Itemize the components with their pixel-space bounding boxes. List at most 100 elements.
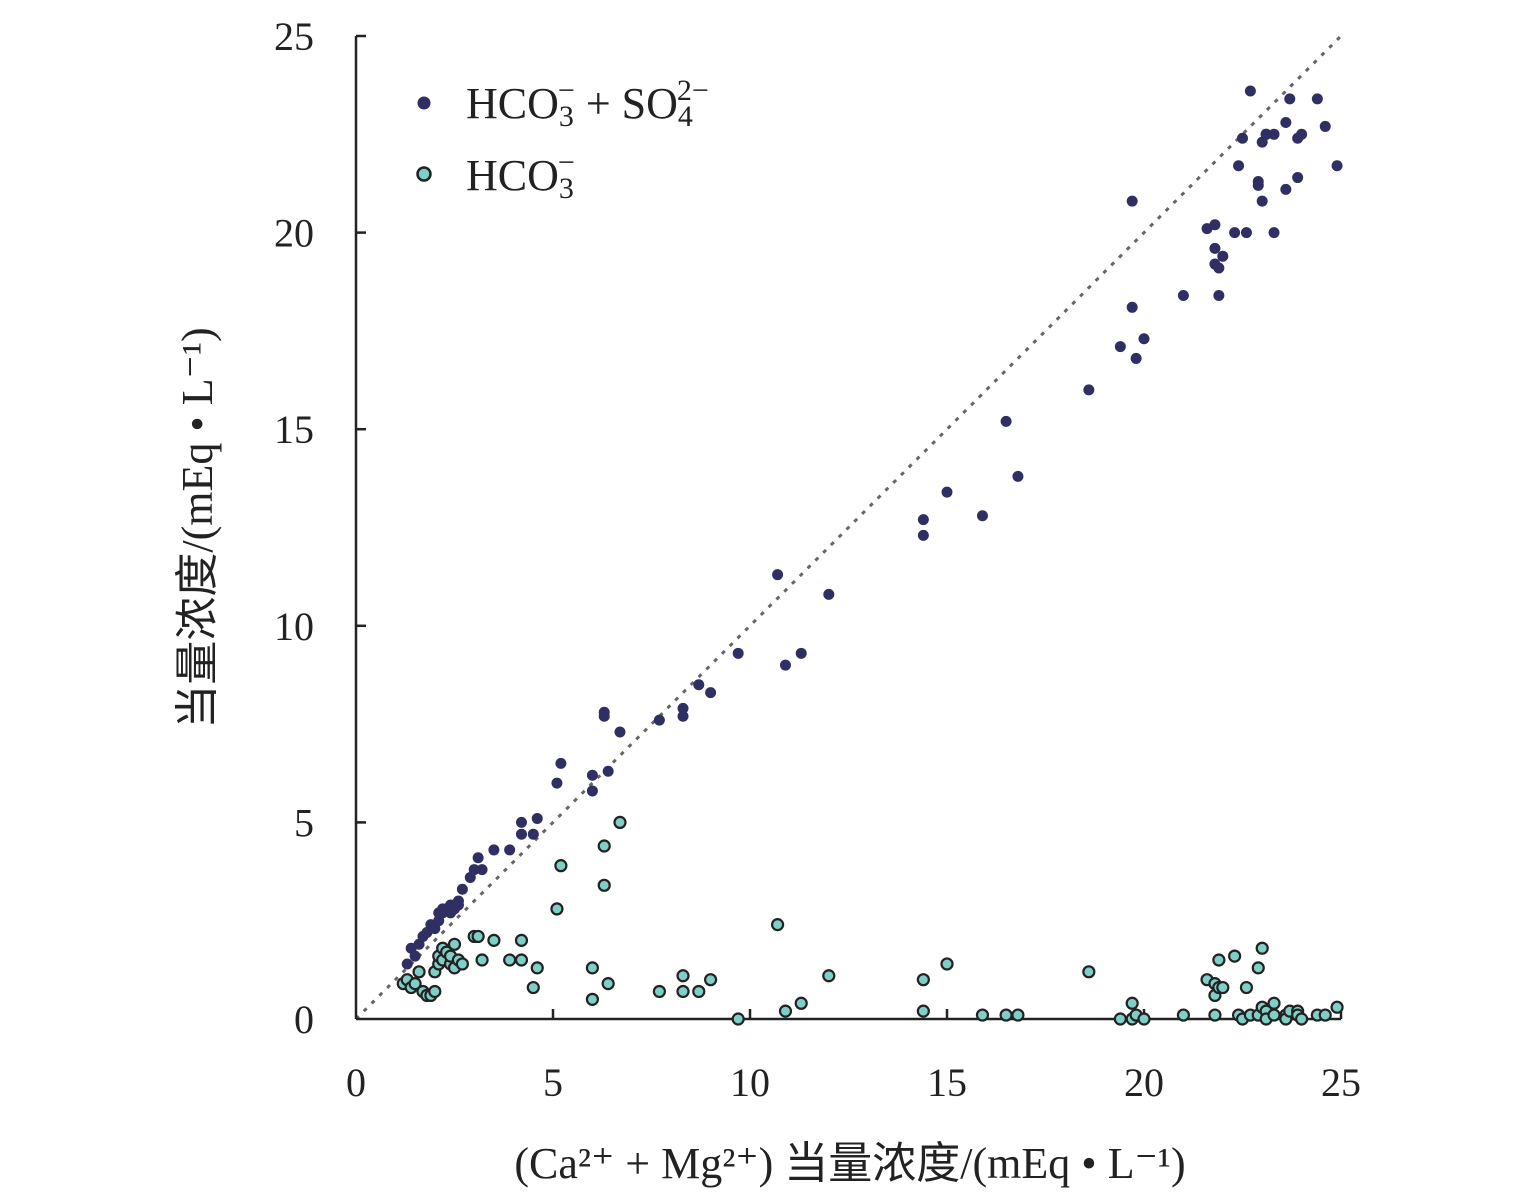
x-tick-label: 15 [927,1060,967,1105]
point-hco3 [447,937,462,951]
legend: HCO3− + SO42− HCO3− [416,74,709,205]
point-hco3-so4 [1213,262,1225,274]
point-hco3 [1137,1012,1151,1026]
point-hco3-so4 [1244,85,1256,97]
point-hco3-so4 [1213,290,1225,302]
point-hco3 [503,953,517,967]
point-hco3-so4 [1126,195,1138,207]
point-hco3-so4 [917,529,929,541]
point-hco3 [455,957,469,971]
point-hco3-so4 [677,710,689,722]
point-hco3-so4 [1268,227,1280,239]
point-hco3-so4 [1114,341,1126,353]
point-hco3 [652,984,666,999]
point-hco3 [1318,1008,1332,1022]
point-hco3-so4 [586,785,598,797]
point-hco3 [1267,1008,1281,1022]
point-hco3-so4 [531,812,543,824]
point-hco3-so4 [1256,195,1268,207]
point-hco3 [975,1008,990,1022]
point-hco3-so4 [1233,160,1245,172]
point-hco3 [597,839,611,853]
series-hco3-so4 [401,85,1343,970]
series-hco3 [396,815,1344,1026]
point-hco3 [1330,1000,1344,1014]
point-hco3-so4 [1012,470,1024,482]
point-hco3-so4 [1296,128,1308,140]
legend-marker-hco3 [416,166,432,182]
point-hco3 [1125,996,1139,1010]
point-hco3 [471,929,485,944]
point-hco3 [1082,965,1096,979]
y-tick-label: 10 [274,604,314,649]
x-tick-label: 20 [1124,1060,1164,1105]
point-hco3-so4 [551,777,563,789]
point-hco3-so4 [1280,117,1292,129]
point-hco3 [822,969,836,983]
point-hco3-so4 [602,765,614,777]
point-hco3 [1212,953,1226,967]
legend-label-hco3-so4: HCO3− + SO42− [466,74,709,133]
point-hco3-so4 [476,864,488,876]
point-hco3 [1208,1008,1222,1022]
point-hco3 [731,1012,745,1026]
x-tick-label: 5 [543,1060,563,1105]
point-hco3 [514,933,529,947]
y-tick-label: 25 [274,14,314,59]
point-hco3 [692,984,706,999]
point-hco3 [526,980,540,995]
point-hco3-so4 [527,828,539,840]
y-axis-title: 当量浓度/(mEq • L⁻¹) [173,327,222,728]
point-hco3 [703,973,718,987]
point-hco3 [940,957,954,971]
point-hco3 [676,984,690,999]
point-hco3-so4 [1083,384,1095,396]
point-hco3-so4 [1268,128,1280,140]
point-hco3-so4 [452,899,464,911]
x-axis-title: (Ca²⁺ + Mg²⁺) 当量浓度/(mEq • L⁻¹) [514,1139,1185,1188]
point-hco3 [1267,996,1281,1010]
point-hco3-so4 [1126,301,1138,313]
point-hco3-so4 [693,679,705,691]
point-hco3 [475,953,489,967]
point-hco3 [770,918,785,932]
point-hco3 [1251,961,1265,975]
point-hco3-so4 [1292,172,1304,184]
point-hco3 [613,815,627,830]
point-hco3-so4 [705,687,717,699]
point-hco3 [585,992,600,1006]
point-hco3-so4 [1217,250,1229,262]
point-hco3-so4 [515,816,527,828]
point-hco3-so4 [653,714,665,726]
point-hco3-so4 [1138,333,1150,345]
point-hco3-so4 [468,864,480,876]
point-hco3-so4 [772,569,784,581]
point-hco3-so4 [732,647,744,659]
point-hco3 [1216,980,1230,995]
point-hco3-so4 [1331,160,1343,172]
point-hco3-so4 [409,950,421,962]
point-hco3 [601,977,615,991]
point-hco3 [550,902,564,916]
point-hco3-so4 [1260,128,1272,140]
legend-label-hco3: HCO3− [466,146,575,205]
point-hco3-so4 [1237,132,1248,144]
point-hco3 [428,984,442,999]
point-hco3-so4 [1280,183,1292,195]
point-hco3-so4 [823,588,835,600]
y-tick-label: 5 [294,800,314,845]
point-hco3-so4 [1209,219,1221,231]
point-hco3-so4 [779,659,791,671]
x-tick-label: 10 [730,1060,770,1105]
point-hco3-so4 [795,647,807,659]
point-hco3-so4 [1284,93,1296,105]
point-hco3-so4 [1240,227,1252,239]
point-hco3-so4 [976,510,988,522]
point-hco3 [1228,949,1242,963]
point-hco3 [1239,980,1254,995]
point-hco3-so4 [1311,93,1323,105]
point-hco3-so4 [1252,179,1264,191]
point-hco3-so4 [677,702,689,714]
one-to-one-reference-line [354,34,1343,1021]
